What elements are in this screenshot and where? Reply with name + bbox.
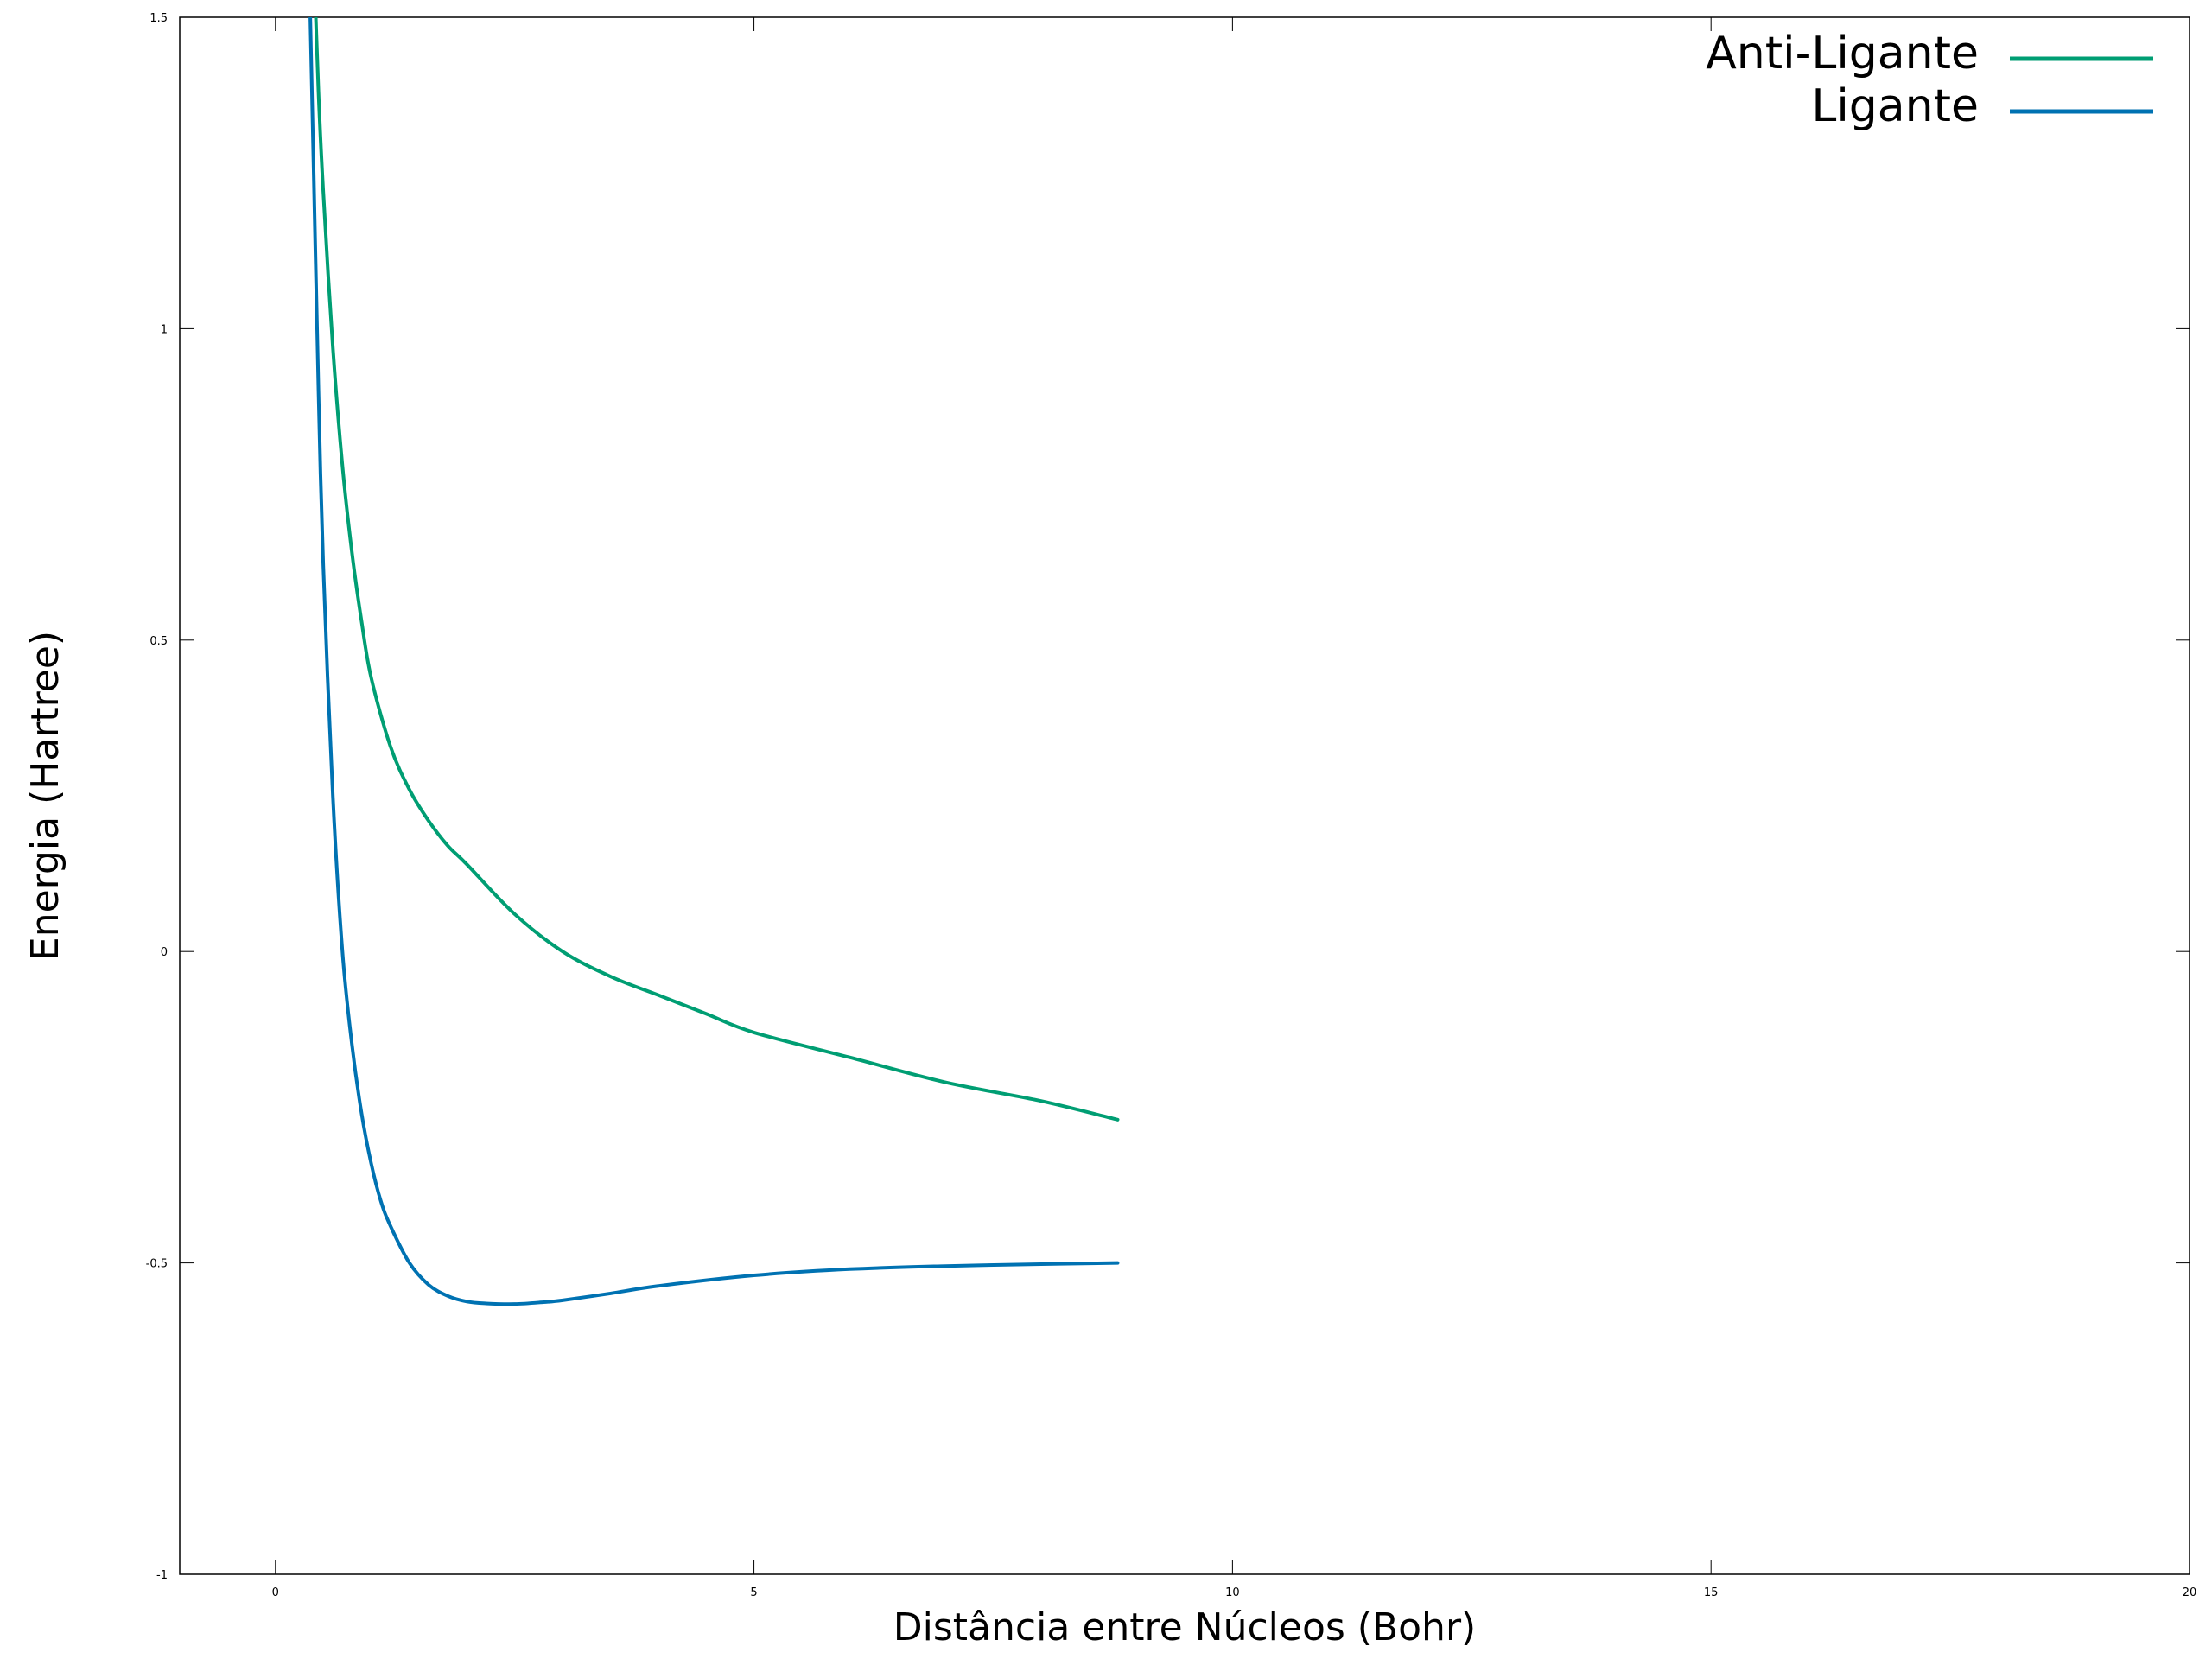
y-tick-label: -1 — [156, 1569, 168, 1582]
series-line-ligante — [308, 17, 1120, 1306]
legend-label-ligante: Ligante — [1811, 80, 1979, 132]
y-tick-label: 1.5 — [149, 12, 168, 25]
x-tick-label: 0 — [272, 1586, 279, 1599]
x-tick-label: 5 — [750, 1586, 757, 1599]
x-tick-label: 20 — [2183, 1586, 2197, 1599]
plot-frame — [179, 16, 2190, 1575]
series-line-anti-ligante — [314, 17, 1120, 1122]
y-tick-label: -0.5 — [146, 1258, 168, 1271]
x-axis-title: Distância entre Núcleos (Bohr) — [893, 1605, 1476, 1649]
y-tick-label: 1 — [161, 323, 168, 336]
y-axis-title: Energia (Hartree) — [23, 631, 67, 961]
y-tick-label: 0.5 — [149, 635, 168, 648]
ticks-layer: 0 5 10 15 20 -1 -0.5 0 0.5 1 1.5 — [146, 12, 2197, 1599]
series-layer — [308, 17, 1120, 1306]
x-tick-label: 15 — [1704, 1586, 1719, 1599]
legend-label-anti-ligante: Anti-Ligante — [1706, 28, 1979, 79]
y-tick-label: 0 — [161, 946, 168, 959]
x-tick-label: 10 — [1225, 1586, 1240, 1599]
